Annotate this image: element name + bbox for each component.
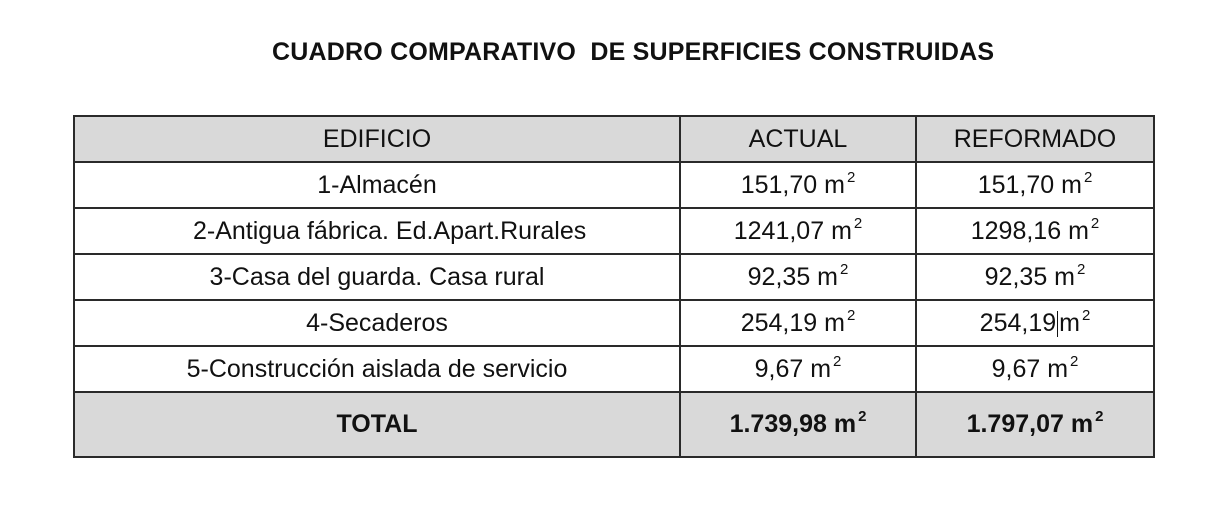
page-title: CUADRO COMPARATIVO DE SUPERFICIES CONSTR…: [272, 38, 995, 66]
row-edificio: 3-Casa del guarda. Casa rural: [73, 253, 681, 301]
header-actual: ACTUAL: [679, 115, 917, 163]
table-header-row: EDIFICIO ACTUAL REFORMADO: [73, 115, 1155, 163]
row-edificio: 5-Construcción aislada de servicio: [73, 345, 681, 393]
table-row: 2-Antigua fábrica. Ed.Apart.Rurales 1241…: [73, 207, 1155, 255]
total-label: TOTAL: [73, 391, 681, 458]
row-edificio: 4-Secaderos: [73, 299, 681, 347]
row-edificio: 2-Antigua fábrica. Ed.Apart.Rurales: [73, 207, 681, 255]
surface-comparison-table: EDIFICIO ACTUAL REFORMADO 1-Almacén 151,…: [73, 115, 1155, 458]
table-row: 5-Construcción aislada de servicio 9,67 …: [73, 345, 1155, 393]
header-edificio: EDIFICIO: [73, 115, 681, 163]
row-edificio: 1-Almacén: [73, 161, 681, 209]
header-reformado: REFORMADO: [915, 115, 1155, 163]
row-reformado[interactable]: 254,19 m 2: [915, 299, 1155, 347]
text-cursor: [1057, 310, 1059, 337]
